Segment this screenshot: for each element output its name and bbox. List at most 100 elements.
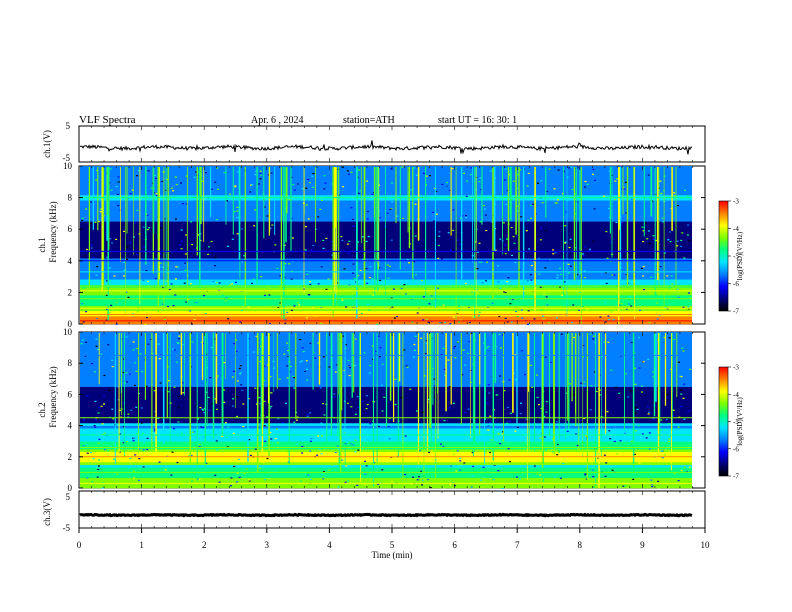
spectrogram-speckle [208,409,211,411]
spectrogram-speckle [136,254,139,256]
spectrogram-speckle [570,321,573,324]
time-axis-label: Time (min) [372,550,413,560]
spectrogram-speckle [288,263,291,265]
spectrogram-speckle [465,264,468,266]
spectrogram-speckle [106,308,109,310]
spectrogram-speckle [224,422,227,424]
spectrogram-speckle [234,186,237,188]
spectrogram-speckle [158,461,161,463]
spectrogram-speckle [235,339,238,341]
spectrogram-speckle [423,395,426,397]
spectrogram-speckle [634,453,636,455]
spectrogram-speckle [457,261,460,263]
spectrogram-speckle [95,338,98,340]
ytick-label: 6 [68,389,73,399]
spectrogram-speckle [92,256,95,259]
spectrogram-speckle [175,218,177,220]
spectrogram-speckle [117,176,120,178]
spectrogram-speckle [290,278,293,280]
ch2-spectrogram-image [80,332,692,490]
spectrogram-speckle [682,397,685,399]
spectrogram-speckle [81,219,84,222]
spectrogram-speckle [686,195,689,197]
spectrogram-speckle [654,440,657,442]
spectrogram-speckle [539,474,542,476]
spectrogram-speckle [435,282,438,284]
colorbar-tick-label: -3 [733,198,739,206]
spectrogram-speckle [138,448,141,450]
spectrogram-speckle [582,344,585,347]
spectrogram-speckle [172,305,175,307]
spectrogram-speckle [354,173,357,175]
spectrogram-speckle [630,481,633,483]
spectrogram-speckle [497,470,500,472]
spectrogram-speckle [605,231,608,233]
spectrogram-speckle [293,421,296,423]
spectrogram-speckle [515,310,518,313]
spectrogram-speckle [448,407,451,409]
spectrogram-speckle [647,413,650,415]
spectrogram-speckle [554,252,557,254]
spectrogram-speckle [224,300,227,302]
spectrogram-speckle [564,225,567,227]
spectrogram-speckle [625,308,628,310]
spectrogram-speckle [270,392,273,394]
spectrogram-speckle [247,306,250,308]
spectrogram-speckle [184,253,187,255]
spectrogram-speckle [544,229,547,232]
spectrogram-speckle [552,253,555,255]
spectrogram-speckle [322,478,325,480]
spectrogram-speckle [566,430,569,432]
spectrogram-speckle [634,383,637,385]
spectrogram-speckle [527,473,530,475]
spectrogram-speckle [352,281,355,283]
spectrogram-speckle [440,354,443,356]
spectrogram-speckle [252,336,255,338]
spectrogram-speckle [486,402,489,404]
spectrogram-speckle [664,429,667,431]
spectrogram-speckle [97,459,100,461]
spectrogram-speckle [677,296,680,298]
spectrogram-speckle [184,269,187,271]
spectrogram-speckle [533,318,536,320]
spectrogram-speckle [556,202,558,204]
spectrogram-speckle [660,192,663,194]
spectrogram-speckle [483,248,486,250]
spectrogram-speckle [648,242,651,245]
spectrogram-speckle [539,437,542,439]
spectrogram-speckle [149,284,152,286]
spectrogram-speckle [95,274,98,276]
spectrogram-speckle [625,212,628,214]
spectrogram-speckle [557,169,560,171]
spectrogram-speckle [245,468,248,470]
spectrogram-speckle [666,394,669,396]
spectrogram-speckle [144,323,147,325]
spectrogram-speckle [96,169,99,172]
spectrogram-speckle [619,440,622,442]
xtick-label: 8 [578,540,583,550]
ch1-waveform-ylabel: ch.1(V) [42,130,52,158]
spectrogram-speckle [221,435,224,437]
spectrogram-speckle [215,408,218,410]
spectrogram-speckle [470,332,473,334]
spectrogram-speckle [270,405,273,407]
spectrogram-speckle [430,450,433,452]
spectrogram-speckle [642,266,645,268]
spectrogram-speckle [499,238,502,240]
spectrogram-speckle [621,166,624,168]
spectrogram-speckle [277,442,279,444]
spectrogram-speckle [122,426,125,428]
spectrogram-speckle [425,319,428,321]
spectrogram-speckle [556,232,558,234]
spectrogram-speckle [175,361,178,363]
spectrogram-speckle [314,315,317,317]
spectrogram-speckle [132,440,135,442]
spectrogram-speckle [579,309,582,311]
spectrogram-speckle [414,335,417,337]
spectrogram-speckle [346,170,349,172]
spectrogram-speckle [624,485,627,487]
spectrogram-speckle [155,193,158,195]
colorbar-tick-label: -6 [733,280,739,288]
spectrogram-speckle [634,412,637,414]
spectrogram-speckle [525,230,528,232]
